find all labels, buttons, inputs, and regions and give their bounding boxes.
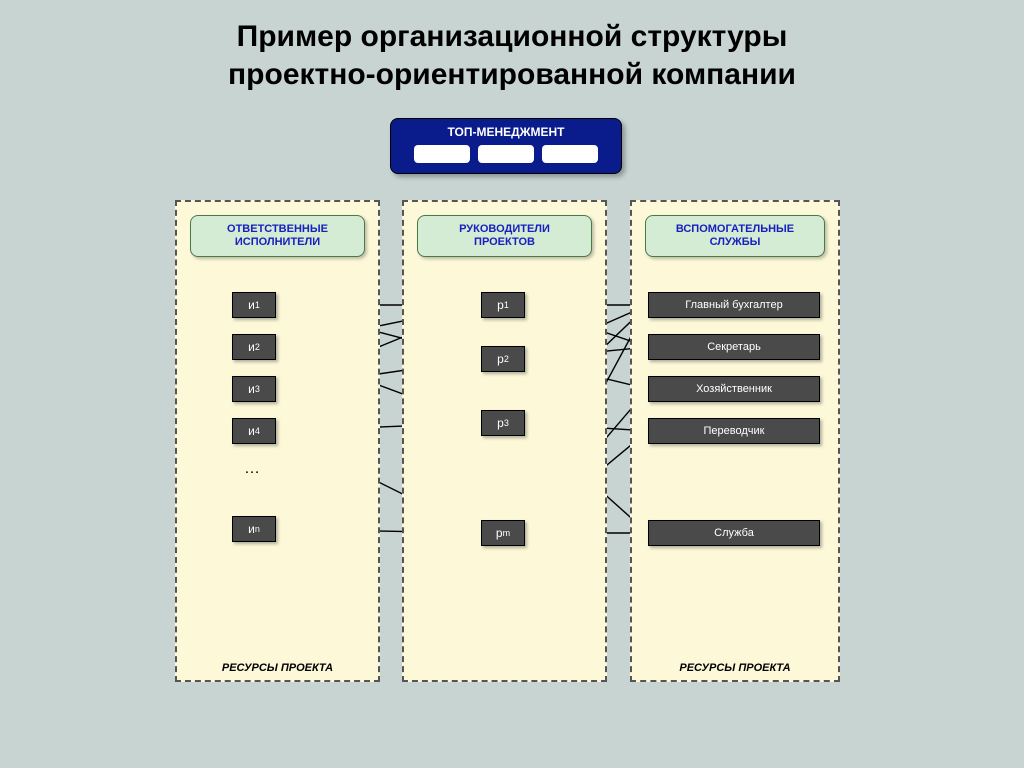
group-header-left: ОТВЕТСТВЕННЫЕИСПОЛНИТЕЛИ [190,215,365,257]
column-footer-right: РЕСУРСЫ ПРОЕКТА [632,662,838,674]
node-in: иn [232,516,276,542]
top-slot [478,145,534,163]
node-r1: Главный бухгалтер [648,292,820,318]
node-i3: и3 [232,376,276,402]
group-header-right: ВСПОМОГАТЕЛЬНЫЕСЛУЖБЫ [645,215,825,257]
node-r4: Переводчик [648,418,820,444]
node-i2: и2 [232,334,276,360]
top-management-slots [401,145,611,163]
top-management-label: ТОП-МЕНЕДЖМЕНТ [401,125,611,139]
column-center [402,200,607,682]
node-p3: p3 [481,410,525,436]
org-diagram: ТОП-МЕНЕДЖМЕНТ РЕСУРСЫ ПРОЕКТА РЕСУРСЫ ПРО… [0,0,1024,768]
left-ellipsis: … [244,460,260,478]
top-management-box: ТОП-МЕНЕДЖМЕНТ [390,118,622,174]
column-footer-left: РЕСУРСЫ ПРОЕКТА [177,662,378,674]
node-r5: Служба [648,520,820,546]
node-i1: и1 [232,292,276,318]
top-slot [414,145,470,163]
group-header-center: РУКОВОДИТЕЛИПРОЕКТОВ [417,215,592,257]
node-p2: p2 [481,346,525,372]
node-i4: и4 [232,418,276,444]
node-r3: Хозяйственник [648,376,820,402]
top-slot [542,145,598,163]
node-pm: pm [481,520,525,546]
column-left: РЕСУРСЫ ПРОЕКТА [175,200,380,682]
node-p1: p1 [481,292,525,318]
node-r2: Секретарь [648,334,820,360]
